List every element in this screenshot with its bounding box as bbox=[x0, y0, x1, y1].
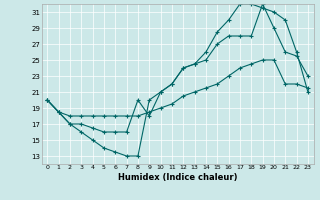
X-axis label: Humidex (Indice chaleur): Humidex (Indice chaleur) bbox=[118, 173, 237, 182]
